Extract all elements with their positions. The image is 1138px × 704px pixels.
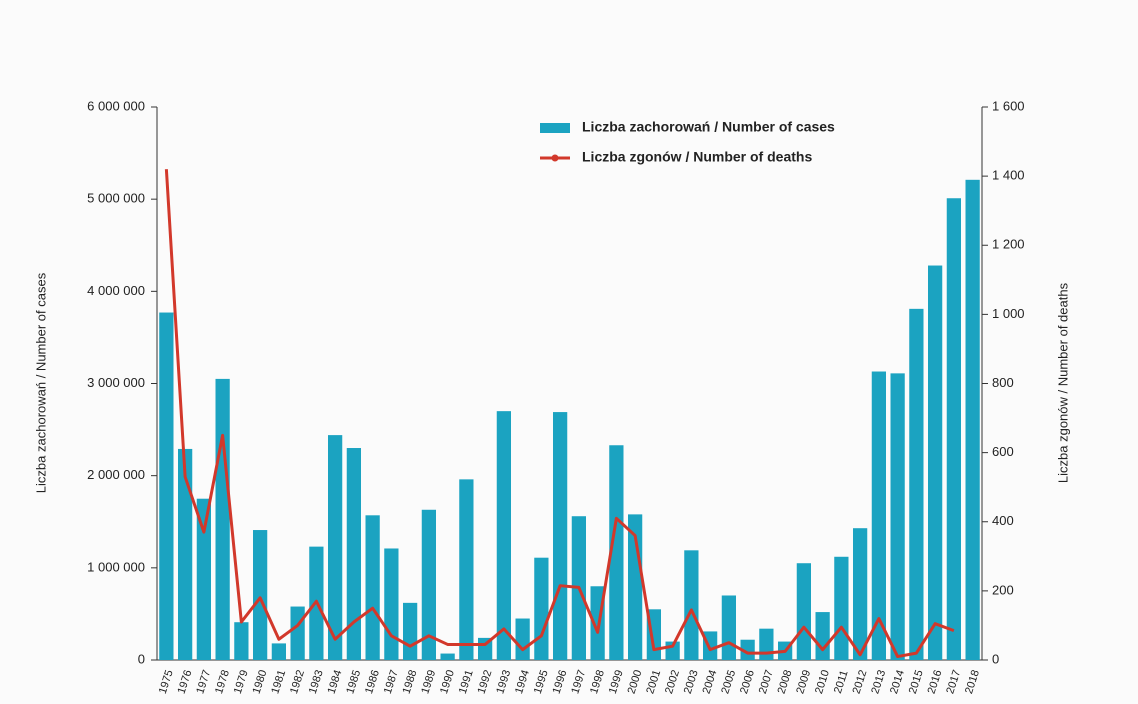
bar	[721, 595, 736, 660]
legend-marker	[551, 154, 559, 162]
bar	[796, 563, 811, 660]
line	[164, 169, 955, 659]
y2-tick-label: 600	[992, 444, 1014, 459]
y2-tick-label: 1 400	[992, 168, 1025, 183]
bar	[328, 435, 343, 660]
bar	[890, 373, 905, 660]
bar	[534, 557, 549, 660]
bar	[928, 265, 943, 660]
bar	[815, 612, 830, 660]
bar	[965, 179, 980, 661]
bar	[215, 378, 230, 660]
bar	[365, 515, 380, 660]
bar	[459, 479, 474, 660]
legend-swatch	[540, 123, 570, 133]
y2-tick-label: 400	[992, 513, 1014, 528]
y2-tick-label: 800	[992, 375, 1014, 390]
bar	[759, 628, 774, 660]
bar	[515, 618, 530, 660]
bar	[253, 530, 268, 660]
bar	[440, 653, 455, 660]
bar	[271, 643, 286, 660]
bar	[496, 411, 511, 660]
y2-tick-label: 1 600	[992, 98, 1025, 113]
y-axis-label: Liczba zachorowań / Number of cases	[33, 272, 48, 493]
bar	[196, 498, 211, 660]
bar	[909, 308, 924, 660]
y2-axis-label: Liczba zgonów / Number of deaths	[1055, 282, 1070, 483]
y2-tick-label: 200	[992, 582, 1014, 597]
bar	[946, 198, 961, 660]
y-tick-label: 1 000 000	[87, 559, 145, 574]
bar	[853, 528, 868, 660]
legend-label: Liczba zgonów / Number of deaths	[582, 149, 812, 165]
bar	[403, 602, 418, 660]
bar	[384, 548, 399, 660]
bar	[178, 448, 193, 660]
y-tick-label: 0	[138, 651, 145, 666]
bar	[421, 509, 436, 660]
bar	[346, 448, 361, 660]
y-tick-label: 4 000 000	[87, 283, 145, 298]
y2-tick-label: 1 200	[992, 237, 1025, 252]
bar	[609, 445, 624, 660]
y2-tick-label: 1 000	[992, 306, 1025, 321]
bar	[234, 622, 249, 660]
bar	[159, 312, 174, 660]
y-tick-label: 5 000 000	[87, 191, 145, 206]
legend-label: Liczba zachorowań / Number of cases	[582, 119, 835, 135]
y-tick-label: 3 000 000	[87, 375, 145, 390]
bar	[740, 639, 755, 660]
bar	[684, 550, 699, 660]
y-tick-label: 2 000 000	[87, 467, 145, 482]
bar	[290, 606, 305, 660]
bar	[553, 412, 568, 660]
y2-tick-label: 0	[992, 651, 999, 666]
bar	[834, 556, 849, 660]
bar	[871, 371, 886, 660]
y-tick-label: 6 000 000	[87, 98, 145, 113]
